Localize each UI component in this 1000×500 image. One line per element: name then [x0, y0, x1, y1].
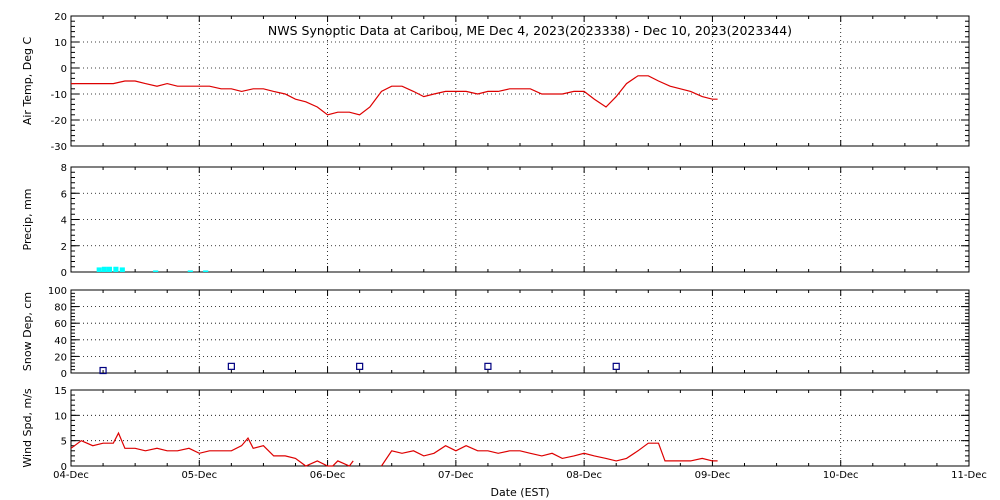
x-tick-label: 09-Dec — [695, 470, 731, 481]
y-tick-label: 0 — [61, 369, 67, 380]
panels: -30 -20 -10 0 10 20 Air Temp, Deg C 0 2 4 6 8 Precip… — [21, 12, 987, 481]
y-tick-label: -20 — [51, 116, 67, 127]
series-line-temp — [71, 75, 718, 116]
x-tick-label: 06-Dec — [310, 470, 346, 481]
x-tick-label: 04-Dec — [53, 470, 89, 481]
y-axis-label: Precip, mm — [21, 189, 34, 251]
snow-point — [484, 362, 492, 370]
panel-snow: 0 20 40 60 80 100 Snow Dep, cm — [21, 286, 970, 380]
precip-bar — [113, 266, 119, 272]
precip-bar — [106, 266, 113, 272]
plot-frame — [70, 289, 970, 374]
x-tick-label: 11-Dec — [951, 470, 987, 481]
y-tick-label: 8 — [61, 163, 67, 174]
y-tick-label: 2 — [61, 242, 67, 253]
y-tick-label: 10 — [54, 38, 67, 49]
chart-title: NWS Synoptic Data at Caribou, ME Dec 4, … — [268, 23, 792, 38]
snow-point — [356, 362, 364, 370]
x-tick-label: 08-Dec — [566, 470, 602, 481]
precip-bar — [153, 270, 159, 272]
y-tick-label: 6 — [61, 189, 67, 200]
y-tick-label: 10 — [54, 411, 67, 422]
y-tick-label: 80 — [54, 303, 67, 314]
y-tick-label: 5 — [61, 437, 67, 448]
y-axis-label: Air Temp, Deg C — [21, 37, 34, 126]
panel-wind: 0 5 10 15 Wind Spd, m/s — [21, 386, 970, 473]
precip-bar — [96, 267, 102, 272]
precip-bar — [119, 267, 125, 272]
series-line-wind — [381, 442, 718, 467]
x-tick-label: 05-Dec — [181, 470, 217, 481]
x-tick-label: 07-Dec — [438, 470, 474, 481]
y-tick-label: 0 — [61, 64, 67, 75]
snow-point — [612, 362, 620, 370]
y-tick-label: 0 — [61, 268, 67, 279]
y-tick-label: 4 — [61, 216, 67, 227]
x-tick-label: 10-Dec — [823, 470, 859, 481]
precip-bar — [187, 270, 193, 272]
y-tick-label: 20 — [54, 352, 67, 363]
y-tick-label: -30 — [51, 142, 67, 153]
panel-temp: -30 -20 -10 0 10 20 Air Temp, Deg C — [21, 12, 970, 153]
snow-point — [99, 366, 107, 375]
y-axis-label: Snow Dep, cm — [21, 292, 34, 371]
y-tick-label: 40 — [54, 336, 67, 347]
precip-bar — [203, 270, 209, 272]
y-tick-label: 100 — [48, 286, 67, 297]
panel-precip: 0 2 4 6 8 Precip, mm — [21, 163, 970, 279]
y-tick-label: 20 — [54, 12, 67, 23]
precip-bar — [101, 266, 107, 272]
y-tick-label: 0 — [61, 462, 67, 473]
x-axis-label: Date (EST) — [490, 486, 549, 499]
y-tick-label: 15 — [54, 386, 67, 397]
y-axis-label: Wind Spd, m/s — [21, 388, 34, 468]
series-line-wind — [70, 431, 354, 467]
y-tick-label: 60 — [54, 319, 67, 330]
y-tick-label: -10 — [51, 90, 67, 101]
plot-frame — [70, 389, 970, 467]
snow-point — [227, 362, 235, 370]
